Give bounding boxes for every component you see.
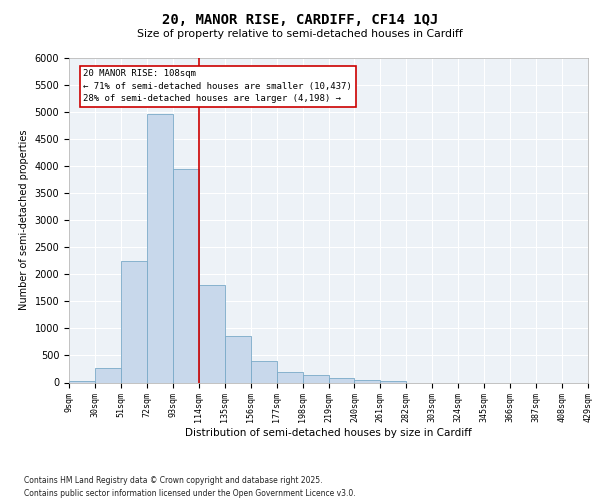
X-axis label: Distribution of semi-detached houses by size in Cardiff: Distribution of semi-detached houses by … — [185, 428, 472, 438]
Bar — [199, 285, 224, 382]
Text: 20 MANOR RISE: 108sqm
← 71% of semi-detached houses are smaller (10,437)
28% of : 20 MANOR RISE: 108sqm ← 71% of semi-deta… — [83, 70, 352, 103]
Text: Size of property relative to semi-detached houses in Cardiff: Size of property relative to semi-detach… — [137, 29, 463, 39]
Bar — [147, 114, 173, 382]
Bar — [95, 368, 121, 382]
Bar — [302, 376, 329, 382]
Text: Contains public sector information licensed under the Open Government Licence v3: Contains public sector information licen… — [24, 489, 356, 498]
Y-axis label: Number of semi-detached properties: Number of semi-detached properties — [19, 130, 29, 310]
Bar — [329, 378, 355, 382]
Bar — [355, 380, 380, 382]
Bar — [173, 168, 199, 382]
Bar — [277, 372, 302, 382]
Text: Contains HM Land Registry data © Crown copyright and database right 2025.: Contains HM Land Registry data © Crown c… — [24, 476, 323, 485]
Bar — [225, 336, 251, 382]
Bar — [121, 260, 147, 382]
Text: 20, MANOR RISE, CARDIFF, CF14 1QJ: 20, MANOR RISE, CARDIFF, CF14 1QJ — [162, 12, 438, 26]
Bar — [69, 381, 95, 382]
Bar — [380, 381, 406, 382]
Bar — [251, 361, 277, 382]
